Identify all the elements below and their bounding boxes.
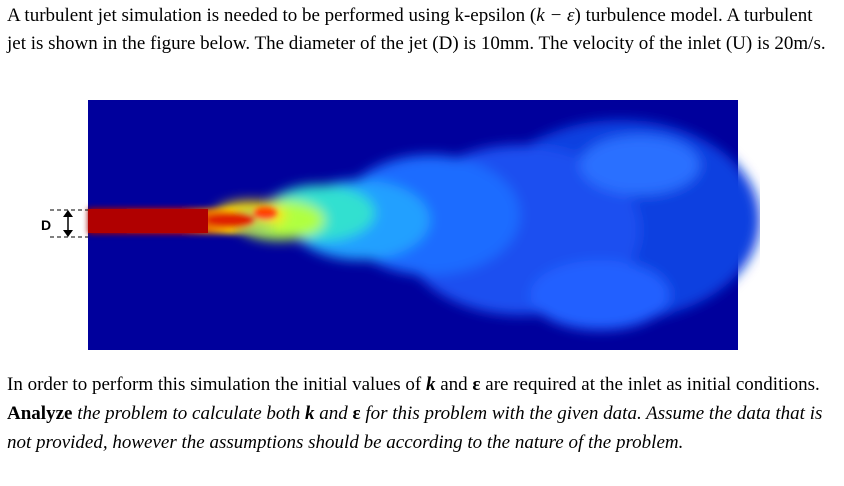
text-run: the problem to calculate both <box>72 403 305 424</box>
text-run: and <box>314 403 353 424</box>
math-run: k − ε <box>536 5 575 26</box>
text-run: ) turbulence model. A turbulent jet is s… <box>7 5 826 54</box>
emphasis: Analyze <box>7 403 73 424</box>
text-run: A turbulent jet simulation is needed to … <box>7 5 537 26</box>
intro-paragraph: A turbulent jet simulation is needed to … <box>7 2 829 58</box>
text-run: for this problem with the given data. As… <box>7 403 823 453</box>
figure-label: D <box>41 217 51 233</box>
symbol: ε <box>472 374 481 395</box>
arrow-head <box>63 210 73 217</box>
jet-inlet <box>88 209 208 233</box>
text-run: are required at the inlet as initial con… <box>480 374 820 395</box>
text-run: In order to perform this simulation the … <box>7 374 426 395</box>
arrow-head <box>63 230 73 237</box>
symbol: k <box>304 403 315 424</box>
symbol: ε <box>352 403 361 424</box>
jet-figure: D <box>41 100 760 350</box>
task-paragraph: In order to perform this simulation the … <box>7 370 829 457</box>
text-run: and <box>435 374 473 395</box>
symbol: k <box>425 374 436 395</box>
turbulent-plume <box>215 120 760 330</box>
